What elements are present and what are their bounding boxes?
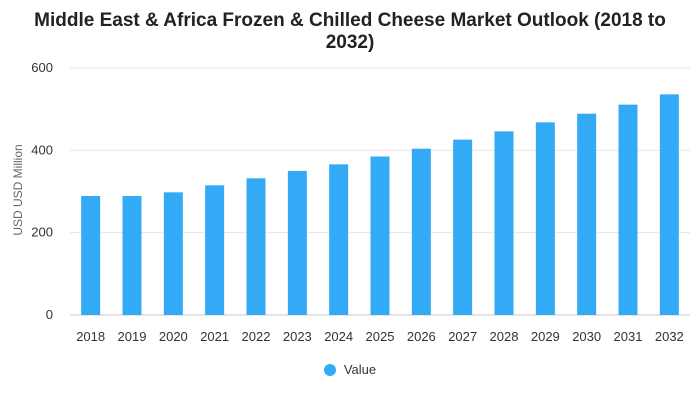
x-tick-label: 2018 (76, 329, 105, 344)
x-tick-label: 2030 (572, 329, 601, 344)
x-axis-ticks: 2018 2019 2020 2021 2022 2023 2024 2025 2026 2027… (76, 329, 684, 344)
bar (246, 178, 266, 315)
x-tick-label: 2031 (614, 329, 643, 344)
bar (494, 131, 514, 315)
x-tick-label: 2028 (490, 329, 519, 344)
x-tick-label: 2019 (118, 329, 147, 344)
bar (163, 192, 183, 315)
bar (370, 156, 390, 315)
legend[interactable]: Value (0, 362, 700, 377)
x-tick-label: 2024 (324, 329, 353, 344)
x-tick-label: 2020 (159, 329, 188, 344)
bar (411, 148, 431, 315)
bar (122, 196, 142, 315)
x-tick-label: 2022 (242, 329, 271, 344)
y-tick-label: 200 (31, 225, 53, 240)
bar (329, 164, 349, 315)
x-tick-label: 2029 (531, 329, 560, 344)
bar (205, 185, 225, 315)
y-tick-label: 0 (46, 307, 53, 322)
chart-title: Middle East & Africa Frozen & Chilled Ch… (34, 10, 666, 53)
x-tick-label: 2032 (655, 329, 684, 344)
x-tick-label: 2025 (366, 329, 395, 344)
bar (659, 94, 679, 315)
x-tick-label: 2021 (200, 329, 229, 344)
x-tick-label: 2026 (407, 329, 436, 344)
bar (618, 104, 638, 315)
y-tick-label: 400 (31, 142, 53, 157)
x-tick-label: 2027 (448, 329, 477, 344)
bar (535, 122, 555, 315)
bar-series (81, 94, 679, 315)
bar (287, 170, 307, 315)
legend-swatch-value (323, 363, 336, 376)
bar (453, 139, 473, 315)
x-tick-label: 2023 (283, 329, 312, 344)
bar (577, 113, 597, 315)
bar (81, 196, 101, 315)
y-axis-ticks: 0 200 400 600 (31, 60, 53, 322)
legend-label-value: Value (343, 362, 377, 377)
y-tick-label: 600 (31, 60, 53, 75)
